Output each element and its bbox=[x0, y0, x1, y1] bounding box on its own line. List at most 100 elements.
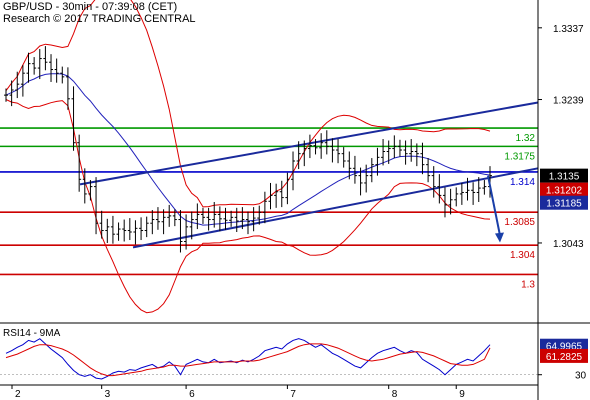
candle bbox=[122, 219, 127, 242]
candle bbox=[437, 174, 442, 204]
candle bbox=[15, 71, 20, 99]
candle bbox=[426, 158, 431, 183]
candle bbox=[167, 204, 172, 227]
candle bbox=[9, 80, 14, 107]
candle bbox=[274, 183, 279, 208]
candle bbox=[195, 203, 200, 230]
moving-average bbox=[5, 73, 491, 226]
price-badge-box bbox=[540, 168, 588, 183]
candle bbox=[285, 172, 290, 205]
level-label: 1.3 bbox=[521, 279, 535, 290]
price-badge: 1.3135 bbox=[540, 168, 588, 183]
candle bbox=[381, 139, 386, 166]
candle bbox=[206, 207, 211, 231]
candle bbox=[37, 49, 42, 80]
candle bbox=[465, 177, 470, 201]
candle bbox=[99, 210, 104, 239]
candle bbox=[184, 214, 189, 250]
candle bbox=[139, 217, 144, 241]
candle bbox=[240, 207, 245, 230]
candle bbox=[296, 141, 301, 170]
candle bbox=[375, 147, 380, 176]
candle bbox=[420, 142, 425, 175]
chart-title: GBP/USD - 30min - 07:39:08 (CET) bbox=[3, 1, 178, 13]
price-badge: 1.31185 bbox=[540, 195, 588, 210]
candle bbox=[20, 65, 25, 97]
candle bbox=[414, 143, 419, 167]
level-label: 1.314 bbox=[510, 177, 535, 188]
candle bbox=[161, 209, 166, 235]
x-tick-label: 9 bbox=[459, 389, 465, 400]
x-tick-label: 7 bbox=[290, 389, 296, 400]
price-badge: 1.31202 bbox=[540, 182, 588, 197]
candle bbox=[257, 205, 262, 225]
candle bbox=[223, 207, 228, 230]
candle bbox=[82, 168, 87, 204]
candle bbox=[189, 211, 194, 240]
candle bbox=[352, 155, 357, 184]
candle bbox=[442, 187, 447, 218]
candle bbox=[172, 209, 177, 227]
y-tick-label: 1.3337 bbox=[553, 24, 584, 35]
candle bbox=[155, 207, 160, 230]
rsi-title: RSI14 - 9MA bbox=[3, 328, 61, 339]
level-label: 1.32 bbox=[516, 133, 536, 144]
y-tick-label: 1.3239 bbox=[553, 96, 584, 107]
candle bbox=[431, 166, 436, 198]
price-badge-label: 1.31202 bbox=[546, 186, 583, 197]
candle bbox=[26, 52, 31, 83]
x-tick-label: 6 bbox=[189, 389, 195, 400]
candle bbox=[386, 140, 391, 164]
rsi-line bbox=[5, 338, 491, 380]
candle bbox=[482, 180, 487, 195]
candle bbox=[336, 139, 341, 164]
candle bbox=[369, 158, 374, 183]
candle bbox=[358, 167, 363, 196]
rsi-badge-box bbox=[540, 348, 588, 363]
price-badge-label: 1.3135 bbox=[549, 172, 580, 183]
candle bbox=[77, 134, 82, 192]
candle bbox=[448, 188, 453, 215]
x-tick-label: 2 bbox=[15, 389, 21, 400]
candle bbox=[229, 210, 234, 227]
rsi-badge-label: 61.2825 bbox=[546, 352, 583, 363]
price-badge-label: 1.31185 bbox=[546, 199, 582, 210]
rsi-ma-line bbox=[5, 343, 491, 377]
candle bbox=[313, 139, 318, 155]
candle bbox=[364, 164, 369, 193]
candle bbox=[319, 133, 324, 159]
candle bbox=[409, 139, 414, 162]
forecast-arrowhead bbox=[495, 232, 504, 243]
candle bbox=[246, 211, 250, 235]
price-badge-box bbox=[540, 182, 588, 197]
candle bbox=[291, 151, 296, 191]
candle bbox=[4, 88, 8, 102]
candle bbox=[234, 207, 239, 232]
candle bbox=[65, 67, 70, 110]
candle bbox=[71, 86, 76, 151]
candle bbox=[347, 151, 352, 180]
candle bbox=[459, 182, 464, 205]
rsi-badge-label: 64.9965 bbox=[546, 342, 583, 353]
candle bbox=[110, 215, 115, 244]
rsi-y-tick-label: 30 bbox=[575, 371, 587, 382]
candle bbox=[217, 206, 222, 232]
bollinger-lower bbox=[5, 99, 491, 314]
candle bbox=[105, 218, 110, 243]
candle bbox=[262, 191, 267, 224]
candle bbox=[324, 130, 329, 155]
candle bbox=[54, 58, 59, 83]
candle bbox=[144, 216, 149, 238]
candle bbox=[397, 139, 402, 157]
channel-upper bbox=[79, 101, 539, 186]
y-tick-label: 1.3043 bbox=[553, 239, 584, 250]
candle bbox=[471, 182, 476, 205]
candle bbox=[341, 147, 346, 168]
candle bbox=[330, 138, 335, 163]
level-label: 1.3085 bbox=[504, 217, 535, 228]
candle bbox=[302, 140, 307, 167]
candle bbox=[88, 180, 93, 201]
candle bbox=[116, 222, 121, 241]
candle bbox=[178, 210, 183, 253]
bollinger-upper bbox=[5, 0, 491, 208]
